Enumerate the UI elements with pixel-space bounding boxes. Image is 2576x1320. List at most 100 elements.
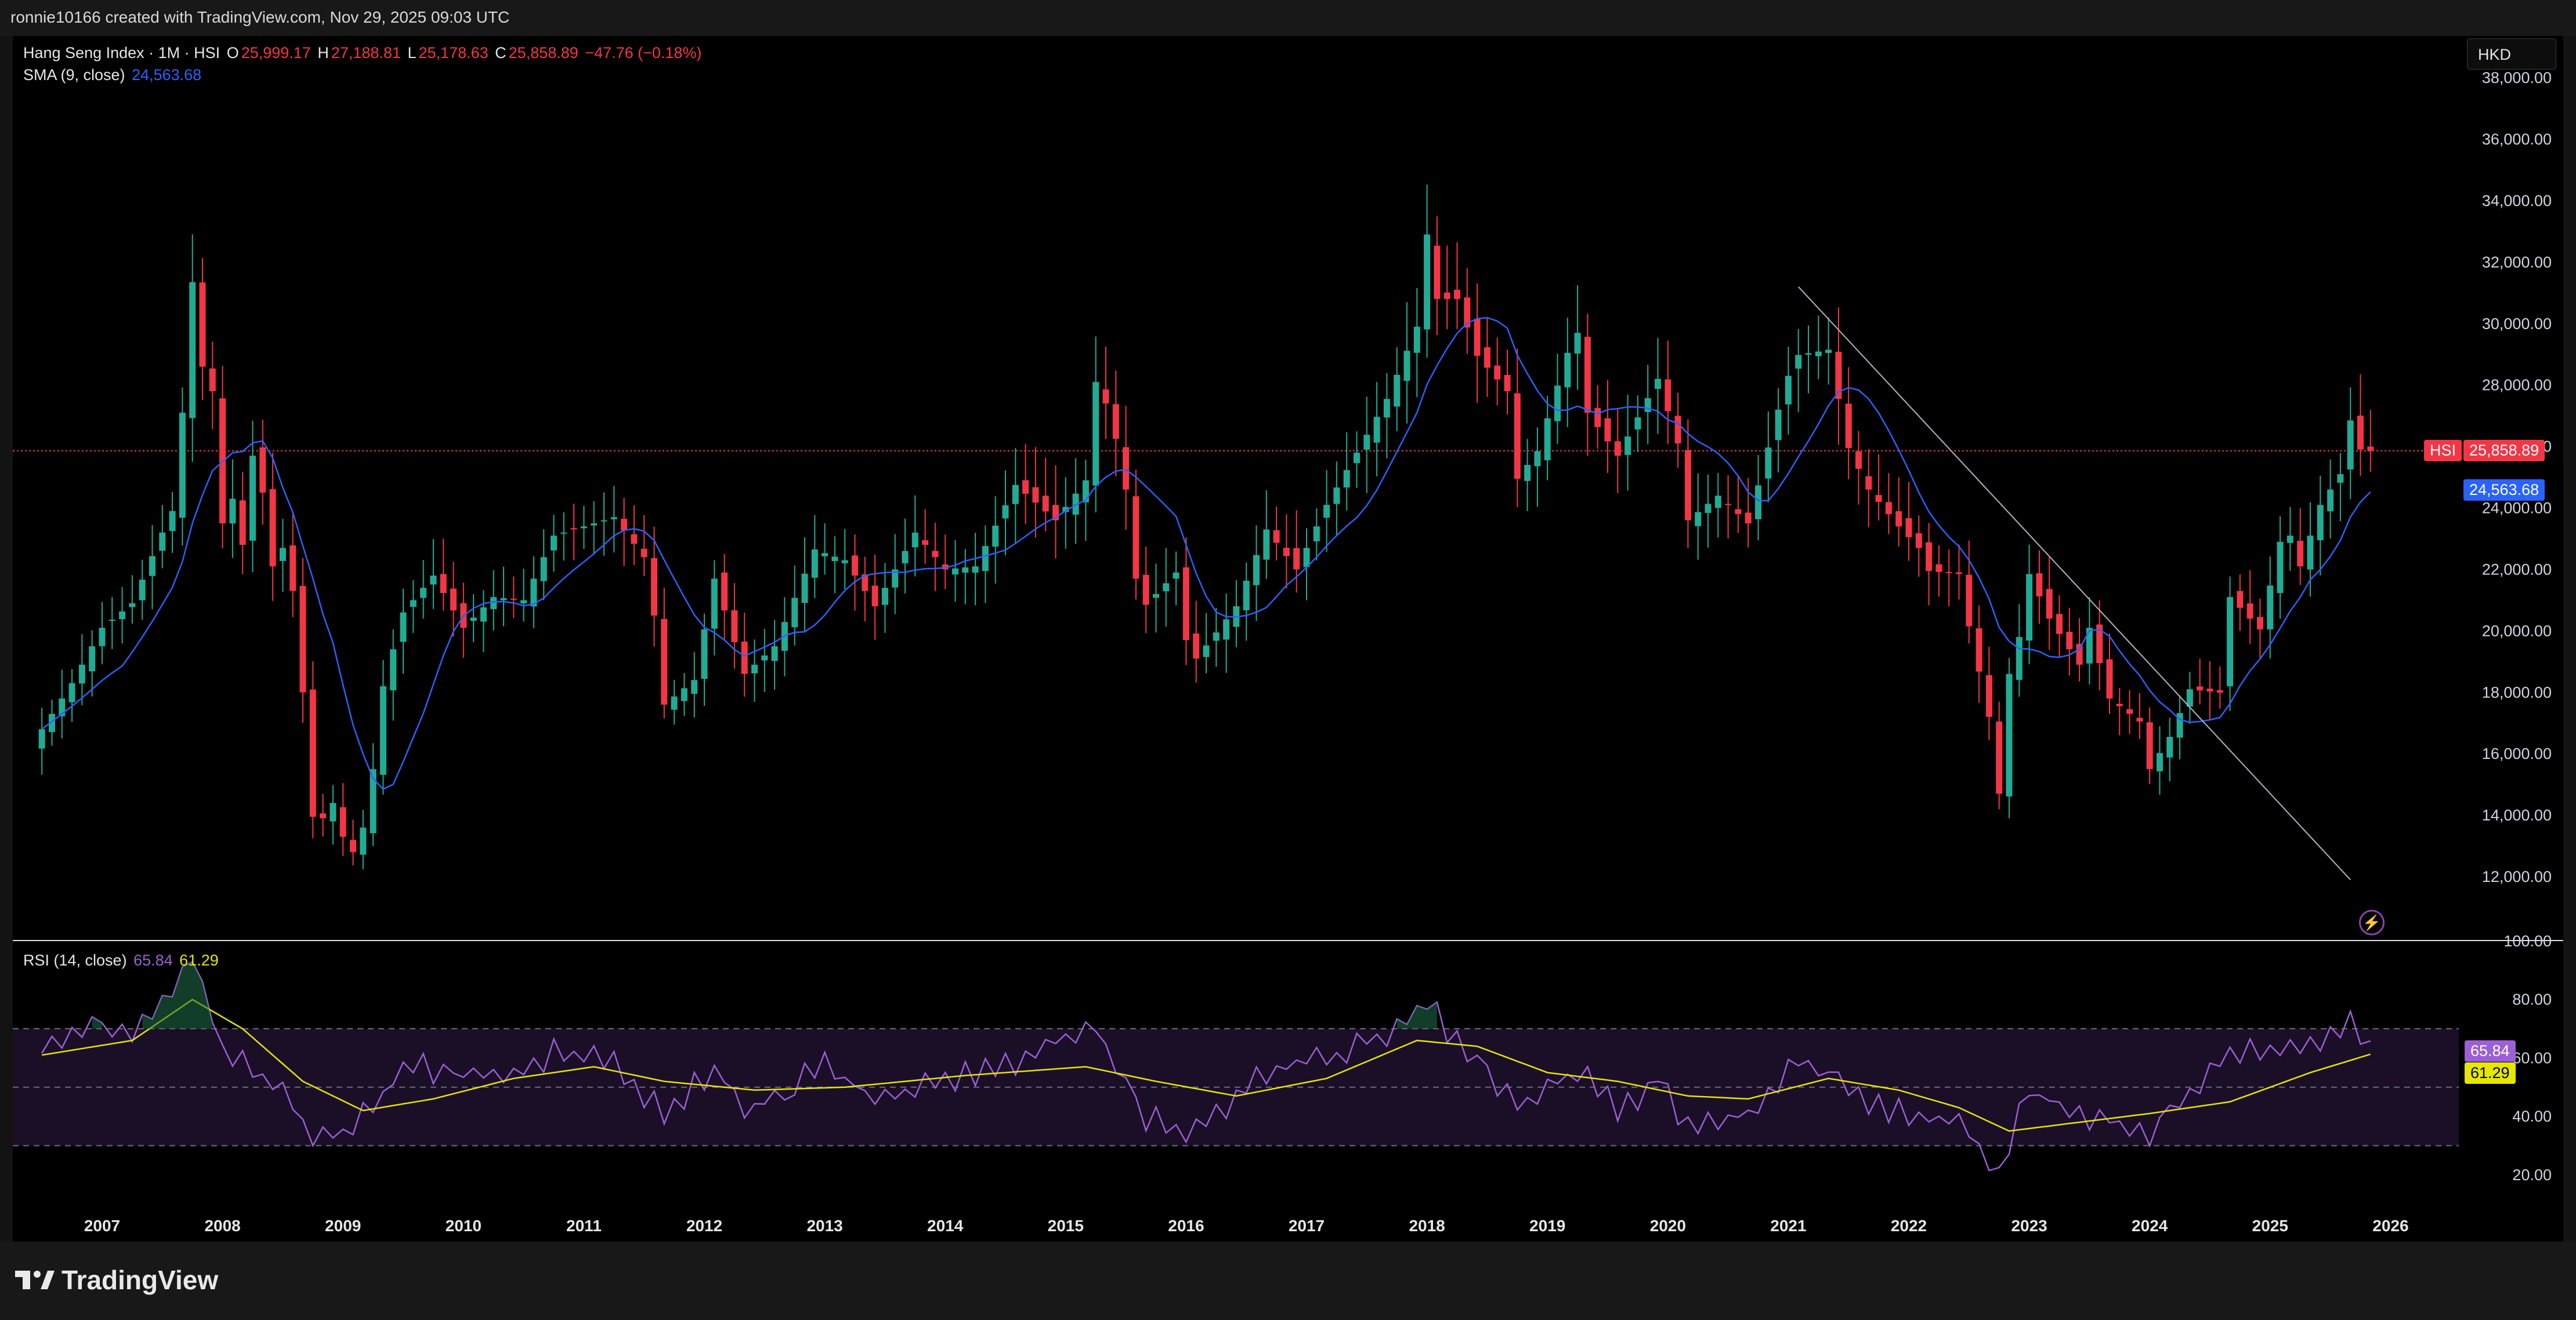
rsi-ma-badge: 61.29 [2465, 1062, 2516, 1084]
candle-body [490, 597, 497, 609]
candle-body [1373, 417, 1380, 443]
rsi-legend[interactable]: RSI (14, close) 65.84 61.29 [23, 952, 221, 970]
candle-body [1684, 450, 1691, 520]
candles [38, 184, 2374, 870]
candle-body [1333, 487, 1340, 504]
candle-body [1443, 292, 1450, 299]
candle-body [1775, 410, 1782, 440]
candle-body [610, 517, 617, 519]
rsi-label: RSI (14, close) [23, 952, 127, 969]
candle-body [952, 568, 958, 575]
candle-body [1564, 353, 1571, 388]
tradingview-logo[interactable]: TradingView [14, 1264, 218, 1296]
lightning-icon[interactable]: ⚡ [2359, 910, 2385, 935]
candle-body [661, 619, 668, 705]
candle-body [2317, 505, 2324, 541]
candle-body [2126, 709, 2133, 714]
candle-body [902, 551, 909, 563]
price-axis-label: 18,000.00 [2482, 683, 2552, 701]
candle-body [108, 619, 115, 621]
candle-body [1674, 415, 1681, 444]
candle-body [1634, 417, 1641, 430]
price-axis-label: 28,000.00 [2482, 377, 2552, 394]
candle-body [1985, 675, 1992, 717]
candle-body [2116, 704, 2123, 707]
close-label: C [495, 44, 506, 62]
time-axis-label: 2013 [806, 1217, 842, 1235]
candle-body [520, 600, 527, 603]
candle-body [1283, 548, 1290, 556]
candle-body [932, 551, 939, 558]
price-axis-label: 30,000.00 [2482, 315, 2552, 332]
candle-body [2136, 718, 2143, 722]
high-value: 27,188.81 [331, 44, 401, 62]
sma-legend[interactable]: SMA (9, close) 24,563.68 [23, 66, 204, 84]
candle-body [89, 646, 96, 672]
currency-selector[interactable]: HKD [2467, 38, 2556, 70]
candle-body [269, 489, 276, 567]
rsi-line [41, 961, 2371, 1171]
candle-body [1383, 399, 1390, 418]
candle-body [360, 827, 367, 855]
candle-body [59, 698, 66, 717]
candle-body [2056, 614, 2063, 634]
price-axis-label: 24,000.00 [2482, 500, 2552, 517]
candle-body [1655, 379, 1661, 389]
candle-body [239, 500, 246, 545]
candle-body [540, 557, 547, 581]
low-value: 25,178.63 [418, 44, 489, 62]
candle-body [691, 680, 698, 694]
candle-body [1394, 375, 1401, 407]
candle-body [751, 664, 758, 674]
candle-body [1584, 337, 1591, 413]
time-axis-label: 2017 [1289, 1217, 1325, 1235]
candle-body [2046, 589, 2053, 619]
candle-body [1805, 353, 1812, 355]
time-axis-label: 2018 [1409, 1217, 1445, 1235]
candle-body [169, 511, 176, 531]
candle-body [1163, 583, 1170, 592]
candle-body [410, 600, 417, 607]
candle-body [2166, 737, 2173, 758]
candle-body [1303, 548, 1310, 567]
candle-body [49, 714, 55, 732]
candle-body [1554, 385, 1561, 421]
high-label: H [317, 44, 329, 62]
time-axis-label: 2022 [1891, 1217, 1927, 1235]
time-axis-label: 2007 [84, 1217, 120, 1235]
candle-body [1594, 408, 1601, 428]
brand-name: TradingView [61, 1265, 219, 1295]
candle-body [1785, 375, 1792, 404]
candle-body [1253, 555, 1260, 585]
candle-body [290, 545, 296, 591]
candle-body [1765, 447, 1772, 479]
candle-body [279, 548, 286, 561]
candle-body [711, 578, 718, 629]
candle-body [1123, 447, 1130, 490]
top-bar: ronnie10166 created with TradingView.com… [0, 0, 2576, 36]
candle-body [811, 549, 818, 578]
candle-body [1223, 619, 1230, 640]
candle-body [741, 641, 748, 674]
symbol-title[interactable]: Hang Seng Index · 1M · HSI [23, 44, 220, 62]
candle-body [1926, 542, 1933, 572]
time-axis-label: 2019 [1529, 1217, 1565, 1235]
time-axis-label: 2014 [927, 1217, 964, 1235]
time-axis-label: 2025 [2252, 1217, 2288, 1235]
candle-body [530, 578, 537, 607]
candle-body [2026, 574, 2033, 641]
candle-body [1323, 505, 1330, 518]
candle-body [1825, 349, 1832, 353]
trendline [1797, 286, 2351, 880]
rsi-axis-label: 100.00 [2503, 932, 2552, 950]
candle-body [822, 553, 828, 556]
candle-body [1966, 574, 1973, 627]
time-axis-label: 2020 [1650, 1217, 1686, 1235]
candle-body [2297, 541, 2304, 567]
candle-body [370, 769, 377, 834]
candle-body [1604, 418, 1611, 442]
candle-body [1012, 484, 1019, 504]
candle-body [1514, 393, 1521, 479]
candle-body [2096, 624, 2103, 663]
